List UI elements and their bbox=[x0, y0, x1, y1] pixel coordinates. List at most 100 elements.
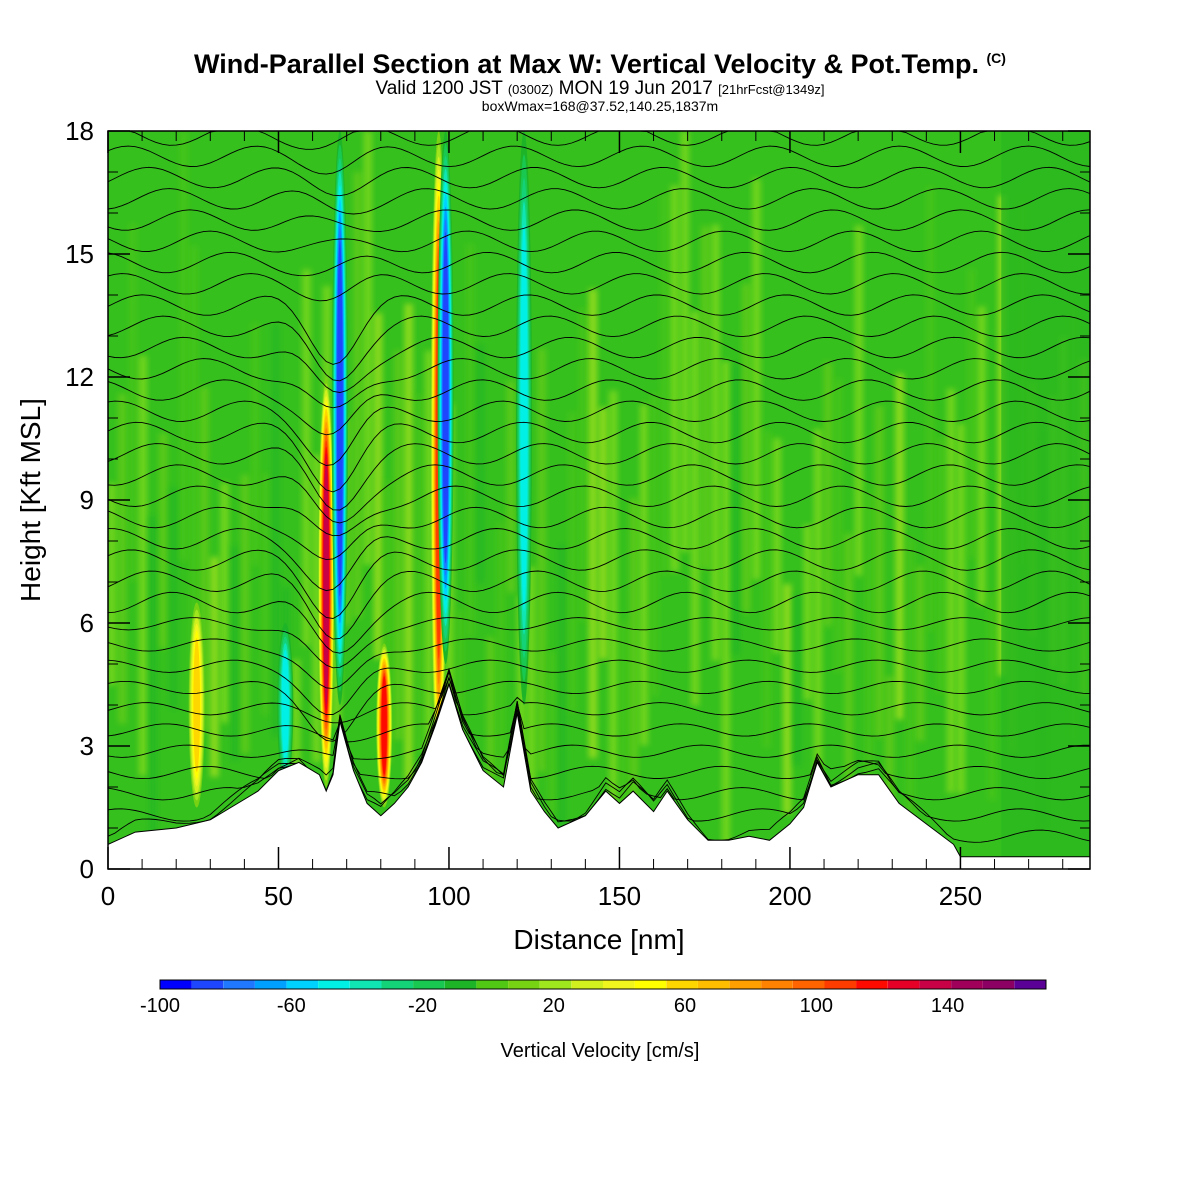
chart-title-text: Wind-Parallel Section at Max W: Vertical… bbox=[194, 49, 979, 79]
field-band bbox=[138, 355, 147, 776]
colorbar-tick-label: -60 bbox=[277, 995, 306, 1017]
field-band bbox=[793, 594, 802, 766]
field-band bbox=[496, 521, 505, 863]
chart-subsubtitle: boxWmax=168@37.52,140.25,1837m bbox=[481, 98, 719, 114]
colorbar-swatch bbox=[191, 980, 224, 989]
field-band bbox=[527, 567, 536, 848]
colorbar-swatch bbox=[381, 980, 414, 989]
field-band bbox=[629, 498, 638, 860]
downdraft-core bbox=[442, 232, 449, 563]
theta-contour bbox=[108, 145, 1090, 175]
theta-contour bbox=[108, 443, 1090, 511]
field-band bbox=[721, 361, 730, 845]
field-band bbox=[926, 186, 935, 631]
colorbar-tick-label: -20 bbox=[408, 995, 437, 1017]
x-tick-label: 200 bbox=[768, 881, 811, 911]
field-band bbox=[895, 373, 904, 720]
field-band bbox=[905, 537, 915, 835]
y-tick-label: 18 bbox=[65, 116, 94, 146]
field-band bbox=[670, 185, 679, 572]
colorbar-swatch bbox=[508, 980, 540, 989]
title-copyright-mark: (C) bbox=[986, 50, 1006, 66]
field-band bbox=[363, 131, 372, 565]
x-axis-label: Distance [nm] bbox=[513, 924, 684, 955]
field-band bbox=[885, 676, 894, 860]
theta-contour bbox=[108, 677, 1090, 742]
theta-contour bbox=[108, 188, 1090, 215]
theta-contour bbox=[108, 591, 1090, 654]
field-band bbox=[588, 289, 597, 759]
theta-contour bbox=[108, 400, 1090, 466]
theta-contour bbox=[108, 669, 1090, 780]
field-band bbox=[701, 226, 710, 569]
theta-contour bbox=[108, 617, 1090, 669]
theta-contour bbox=[108, 294, 1090, 365]
colorbar-tick-label: 20 bbox=[543, 995, 565, 1017]
theta-contour bbox=[108, 528, 1090, 592]
field-band bbox=[394, 350, 403, 740]
subtitle-date: MON 19 Jun 2017 bbox=[558, 78, 713, 99]
colorbar-tick-label: 60 bbox=[674, 995, 696, 1017]
x-tick-label: 250 bbox=[939, 881, 982, 911]
theta-contour bbox=[108, 336, 1090, 393]
theta-contour bbox=[108, 549, 1090, 619]
field-band bbox=[220, 482, 229, 723]
colorbar-swatch bbox=[160, 980, 192, 989]
subtitle-forecast-info: [21hrFcst@1349z] bbox=[718, 82, 825, 97]
theta-contour bbox=[108, 670, 1090, 743]
field-band bbox=[936, 437, 945, 693]
field-band bbox=[374, 313, 383, 659]
theta-contour bbox=[108, 131, 1090, 150]
field-band bbox=[118, 393, 127, 724]
field-band bbox=[609, 390, 618, 844]
field-band bbox=[650, 393, 659, 696]
subtitle-utc-time: (0300Z) bbox=[507, 82, 554, 97]
field-band bbox=[619, 621, 628, 847]
field-band bbox=[414, 394, 424, 751]
title-block: Wind-Parallel Section at Max W: Vertical… bbox=[0, 42, 1200, 113]
field-band bbox=[455, 610, 464, 783]
updraft-core bbox=[193, 638, 201, 772]
field-band bbox=[425, 350, 434, 840]
x-tick-label: 0 bbox=[101, 881, 115, 911]
theta-contour bbox=[108, 358, 1090, 409]
field-band bbox=[261, 473, 270, 715]
field-band bbox=[506, 380, 516, 593]
field-band bbox=[384, 481, 393, 763]
field-band bbox=[148, 516, 158, 844]
colorbar-swatch bbox=[603, 980, 635, 989]
field-band bbox=[200, 387, 209, 732]
field-band bbox=[824, 362, 833, 627]
theta-contour bbox=[108, 379, 1090, 436]
colorbar-swatch bbox=[824, 980, 857, 989]
colorbar-swatch bbox=[951, 980, 983, 989]
colorbar-swatch bbox=[666, 980, 698, 989]
field-band bbox=[486, 637, 495, 814]
field-band bbox=[691, 311, 700, 706]
field-band bbox=[251, 322, 260, 566]
field-band bbox=[404, 303, 413, 782]
field-band bbox=[946, 388, 955, 793]
theta-contour bbox=[108, 638, 1090, 690]
field-band bbox=[660, 193, 669, 575]
theta-contour bbox=[108, 681, 1090, 822]
colorbar-swatch bbox=[1014, 980, 1046, 989]
field-band bbox=[189, 245, 198, 724]
colorbar-swatch bbox=[349, 980, 382, 989]
chart-title: Wind-Parallel Section at Max W: Vertical… bbox=[0, 42, 1200, 80]
field-band bbox=[742, 283, 751, 613]
chart-subtitle: Valid 1200 JST (0300Z) MON 19 Jun 2017 [… bbox=[0, 78, 1200, 99]
colorbar bbox=[159, 979, 1047, 990]
y-tick-label: 9 bbox=[80, 485, 94, 515]
field-band bbox=[108, 483, 117, 686]
field-band bbox=[537, 348, 546, 772]
colorbar-swatch bbox=[476, 980, 508, 989]
theta-contour bbox=[108, 676, 1090, 801]
theta-contour bbox=[108, 273, 1090, 302]
theta-contour bbox=[108, 230, 1090, 253]
field-band bbox=[169, 487, 178, 710]
field-band bbox=[271, 324, 280, 738]
field-band bbox=[987, 592, 996, 800]
colorbar-swatch bbox=[254, 980, 287, 989]
